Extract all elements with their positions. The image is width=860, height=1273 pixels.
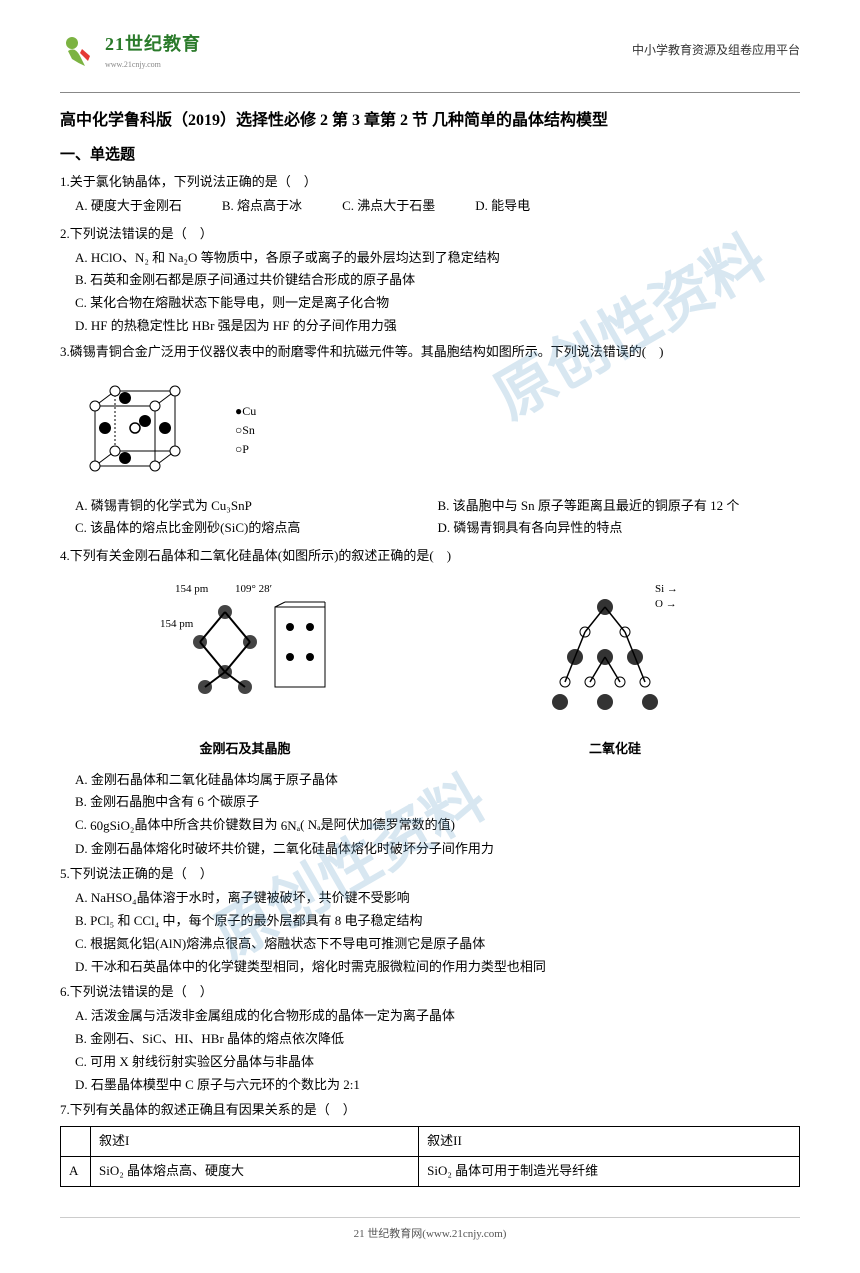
option-d: D. 石墨晶体模型中 C 原子与六元环的个数比为 2:1 [75, 1075, 800, 1096]
legend-sn: ○Sn [235, 421, 256, 440]
svg-text:109° 28′: 109° 28′ [235, 583, 272, 595]
svg-text:Si →: Si → [655, 583, 678, 595]
option-c: C. 可用 X 射线衍射实验区分晶体与非晶体 [75, 1052, 800, 1073]
question-table: 叙述I 叙述II A SiO₂ 晶体熔点高、硬度大 SiO₂ 晶体可用于制造光导… [60, 1126, 800, 1187]
question-3: 3.磷锡青铜合金广泛用于仪器仪表中的耐磨零件和抗磁元件等。其晶胞结构如图所示。下… [60, 342, 800, 541]
option-a: A. HClO、N₂ 和 Na₂O 等物质中，各原子或离子的最外层均达到了稳定结… [75, 248, 800, 269]
question-6: 6.下列说法错误的是（ ） A. 活泼金属与活泼非金属组成的化合物形成的晶体一定… [60, 982, 800, 1095]
sio2-diagram: Si → O → [525, 577, 705, 760]
question-text: 7.下列有关晶体的叙述正确且有因果关系的是（ ） [60, 1100, 800, 1121]
option-b: B. 石英和金刚石都是原子间通过共价键结合形成的原子晶体 [75, 270, 800, 291]
table-header: 叙述I [91, 1127, 419, 1157]
question-1: 1.关于氯化钠晶体，下列说法正确的是（ ） A. 硬度大于金刚石 B. 熔点高于… [60, 172, 800, 219]
logo-text: 21世纪教育 [105, 34, 201, 54]
options: A. 硬度大于金刚石 B. 熔点高于冰 C. 沸点大于石墨 D. 能导电 [60, 196, 800, 219]
diamond-diagram: 154 pm 109° 28′ 154 pm [155, 577, 335, 760]
svg-text:O →: O → [655, 598, 677, 610]
options: A. NaHSO₄晶体溶于水时，离子键被破坏，共价键不受影响 B. PCl₅ 和… [60, 888, 800, 977]
question-4: 4.下列有关金刚石晶体和二氧化硅晶体(如图所示)的叙述正确的是( ) 154 p… [60, 546, 800, 859]
header-subtitle: 中小学教育资源及组卷应用平台 [632, 41, 800, 60]
header-divider [60, 92, 800, 93]
page-header: 21世纪教育 www.21cnjy.com 中小学教育资源及组卷应用平台 [60, 30, 800, 72]
option-b: B. 金刚石晶胞中含有 6 个碳原子 [75, 792, 800, 813]
option-b: B. PCl₅ 和 CCl₄ 中，每个原子的最外层都具有 8 电子稳定结构 [75, 911, 800, 932]
option-b: B. 金刚石、SiC、HI、HBr 晶体的熔点依次降低 [75, 1029, 800, 1050]
legend-cu: ●Cu [235, 402, 256, 421]
option-a: A. 硬度大于金刚石 [75, 196, 182, 217]
diagram-label: 金刚石及其晶胞 [155, 739, 335, 760]
option-b: B. 熔点高于冰 [222, 196, 302, 217]
option-a: A. 活泼金属与活泼非金属组成的化合物形成的晶体一定为离子晶体 [75, 1006, 800, 1027]
option-d: D. HF 的热稳定性比 HBr 强是因为 HF 的分子间作用力强 [75, 316, 800, 337]
option-c: C. 沸点大于石墨 [342, 196, 435, 217]
option-c: C. 根据氮化铝(AlN)熔沸点很高、熔融状态下不导电可推测它是原子晶体 [75, 934, 800, 955]
options: A. 活泼金属与活泼非金属组成的化合物形成的晶体一定为离子晶体 B. 金刚石、S… [60, 1006, 800, 1095]
option-d: D. 干冰和石英晶体中的化学键类型相同，熔化时需克服微粒间的作用力类型也相同 [75, 957, 800, 978]
option-d: D. 能导电 [475, 196, 530, 217]
logo-url: www.21cnjy.com [105, 59, 201, 72]
options: A. 金刚石晶体和二氧化硅晶体均属于原子晶体 B. 金刚石晶胞中含有 6 个碳原… [60, 770, 800, 860]
document-title: 高中化学鲁科版（2019）选择性必修 2 第 3 章第 2 节 几种简单的晶体结… [60, 108, 800, 134]
table-header: 叙述II [419, 1127, 800, 1157]
option-d: D. 金刚石晶体熔化时破坏共价键，二氧化硅晶体熔化时破坏分子间作用力 [75, 839, 800, 860]
question-text: 5.下列说法正确的是（ ） [60, 864, 800, 885]
question-7: 7.下列有关晶体的叙述正确且有因果关系的是（ ） 叙述I 叙述II A SiO₂… [60, 1100, 800, 1186]
diagram-row: 154 pm 109° 28′ 154 pm [60, 577, 800, 760]
options: A. 磷锡青铜的化学式为 Cu₃SnP B. 该晶胞中与 Sn 原子等距离且最近… [60, 496, 800, 542]
cell: SiO₂ 晶体可用于制造光导纤维 [419, 1156, 800, 1186]
options: A. HClO、N₂ 和 Na₂O 等物质中，各原子或离子的最外层均达到了稳定结… [60, 248, 800, 337]
section-header: 一、单选题 [60, 143, 800, 167]
table-header-row: 叙述I 叙述II [61, 1127, 800, 1157]
option-c: C. 60gSiO₂晶体中所含共价键数目为 6Nₐ( Nₐ是阿伏加德罗常数的值) [75, 815, 800, 836]
option-a: A. 磷锡青铜的化学式为 Cu₃SnP [75, 496, 438, 517]
question-2: 2.下列说法错误的是（ ） A. HClO、N₂ 和 Na₂O 等物质中，各原子… [60, 224, 800, 337]
option-c: C. 该晶体的熔点比金刚砂(SiC)的熔点高 [75, 518, 438, 539]
page-footer: 21 世纪教育网(www.21cnjy.com) [60, 1217, 800, 1244]
cell: SiO₂ 晶体熔点高、硬度大 [91, 1156, 419, 1186]
diagram-label: 二氧化硅 [525, 739, 705, 760]
logo: 21世纪教育 www.21cnjy.com [60, 30, 201, 72]
question-text: 6.下列说法错误的是（ ） [60, 982, 800, 1003]
option-d: D. 磷锡青铜具有各向异性的特点 [438, 518, 801, 539]
option-a: A. 金刚石晶体和二氧化硅晶体均属于原子晶体 [75, 770, 800, 791]
question-5: 5.下列说法正确的是（ ） A. NaHSO₄晶体溶于水时，离子键被破坏，共价键… [60, 864, 800, 977]
crystal-diagram [75, 376, 225, 486]
svg-text:154 pm: 154 pm [175, 583, 209, 595]
legend-p: ○P [235, 440, 256, 459]
question-text: 2.下列说法错误的是（ ） [60, 224, 800, 245]
table-row: A SiO₂ 晶体熔点高、硬度大 SiO₂ 晶体可用于制造光导纤维 [61, 1156, 800, 1186]
row-label: A [61, 1156, 91, 1186]
option-b: B. 该晶胞中与 Sn 原子等距离且最近的铜原子有 12 个 [438, 496, 801, 517]
svg-text:154 pm: 154 pm [160, 618, 194, 630]
option-a: A. NaHSO₄晶体溶于水时，离子键被破坏，共价键不受影响 [75, 888, 800, 909]
option-c: C. 某化合物在熔融状态下能导电，则一定是离子化合物 [75, 293, 800, 314]
logo-icon [60, 31, 100, 71]
question-text: 3.磷锡青铜合金广泛用于仪器仪表中的耐磨零件和抗磁元件等。其晶胞结构如图所示。下… [60, 342, 800, 363]
question-text: 1.关于氯化钠晶体，下列说法正确的是（ ） [60, 172, 800, 193]
question-text: 4.下列有关金刚石晶体和二氧化硅晶体(如图所示)的叙述正确的是( ) [60, 546, 800, 567]
